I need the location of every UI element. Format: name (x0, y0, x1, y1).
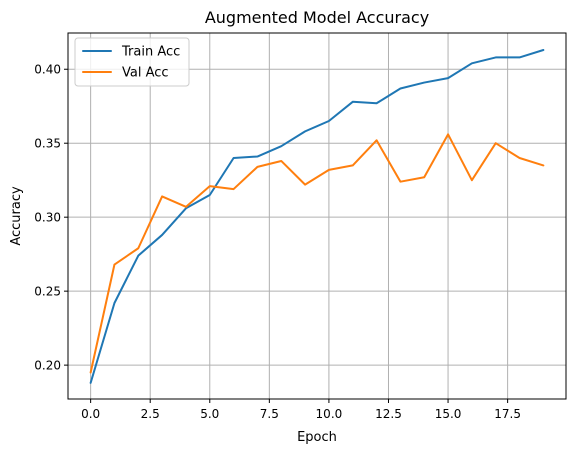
series-lines (89, 49, 545, 384)
legend-label-train-acc: Train Acc (121, 45, 180, 60)
legend-label-val-acc: Val Acc (122, 66, 169, 81)
x-tick-label: 5.0 (200, 407, 219, 421)
x-tick-label: 12.5 (375, 407, 402, 421)
y-tick-label: 0.25 (34, 285, 61, 299)
x-tick-label: 10.0 (316, 407, 343, 421)
y-tick-label: 0.40 (34, 63, 61, 77)
x-axis-label: Epoch (297, 430, 337, 445)
x-tick-label: 2.5 (141, 407, 160, 421)
series-line-val-acc (89, 133, 545, 374)
y-axis-ticks: 0.20 0.25 0.30 0.35 0.40 (34, 63, 68, 373)
x-tick-label: 15.0 (435, 407, 462, 421)
x-axis-ticks: 0.0 2.5 5.0 7.5 10.0 12.5 15.0 17.5 (81, 399, 521, 421)
y-tick-label: 0.30 (34, 211, 61, 225)
chart-title: Augmented Model Accuracy (205, 8, 429, 27)
plot-frame (67, 32, 567, 400)
x-tick-label: 17.5 (494, 407, 521, 421)
x-tick-label: 0.0 (81, 407, 100, 421)
y-tick-label: 0.20 (34, 359, 61, 373)
y-axis-label: Accuracy (9, 186, 24, 246)
y-tick-label: 0.35 (34, 137, 61, 151)
series-line-train-acc (89, 49, 545, 384)
grid-lines (68, 33, 566, 399)
legend: Train Acc Val Acc (74, 37, 190, 87)
x-tick-label: 7.5 (260, 407, 279, 421)
plot-area-background (68, 33, 566, 399)
